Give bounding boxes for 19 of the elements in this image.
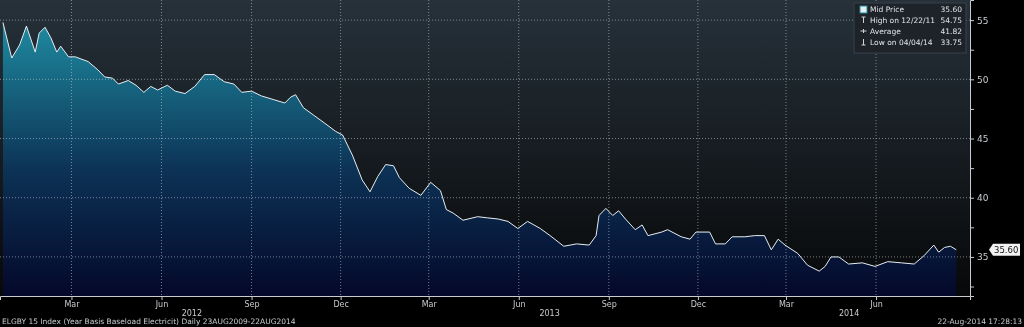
x-tick-label: Sep xyxy=(601,300,617,309)
text: 2013 xyxy=(539,309,560,318)
x-tick-label: Jun xyxy=(869,300,883,309)
y-tick-label: 50 xyxy=(977,74,989,85)
y-tick-label: 35 xyxy=(977,252,989,263)
x-tick-label: Mar xyxy=(64,300,81,309)
x-tick-label: Mar xyxy=(778,300,795,309)
y-tick-label: 45 xyxy=(977,133,989,144)
y-tick-label: 40 xyxy=(977,193,989,204)
x-tick-label: Sep xyxy=(244,300,260,309)
text: 2012 xyxy=(181,309,203,318)
x-tick-label: Dec xyxy=(690,300,707,309)
x-tick-label: Mar xyxy=(421,300,438,309)
x-tick-label: Jun xyxy=(154,300,169,309)
x-tick-label: Dec xyxy=(333,300,349,309)
y-tick-label: 55 xyxy=(977,15,989,26)
x-tick-label: Jun xyxy=(512,300,526,309)
text: 35.60 xyxy=(994,244,1019,255)
text: 2014 xyxy=(838,309,860,318)
